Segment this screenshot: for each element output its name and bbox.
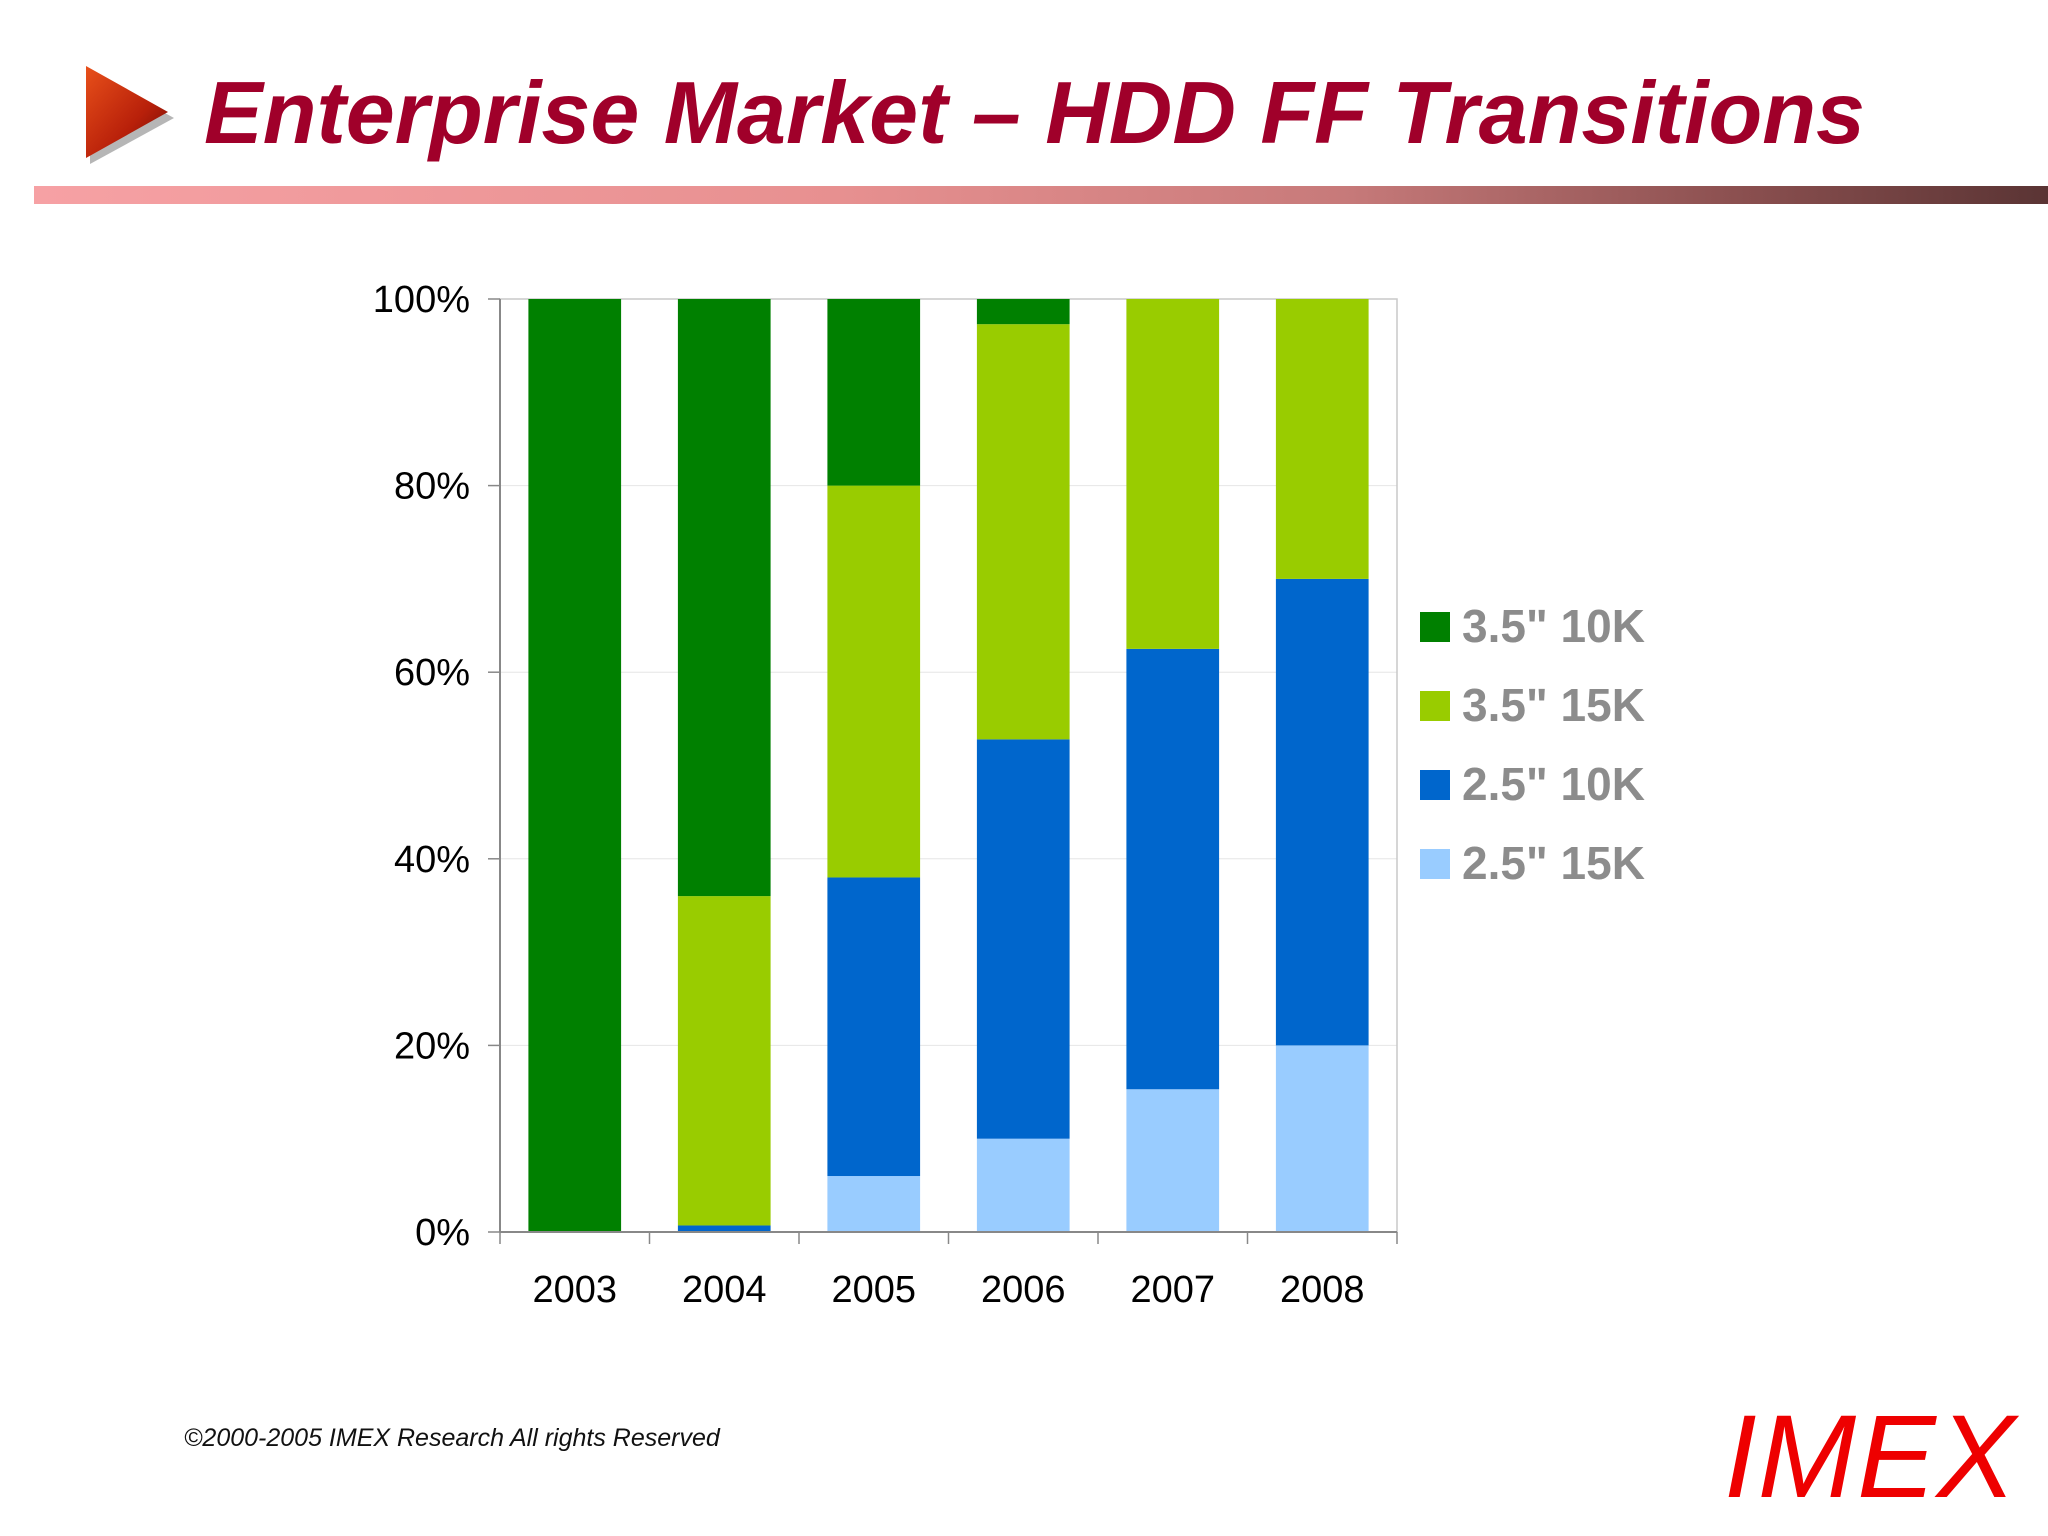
- legend-swatch: [1420, 770, 1450, 800]
- y-tick-label: 40%: [394, 839, 470, 881]
- bar-2006-2-5-10k: [976, 739, 1070, 1139]
- x-tick-label: 2007: [1130, 1269, 1215, 1311]
- legend-label: 2.5" 10K: [1462, 758, 1645, 810]
- bar-2007-2-5-10k: [1126, 648, 1220, 1090]
- bar-2007-3-5-15k: [1126, 299, 1220, 649]
- legend-swatch: [1420, 691, 1450, 721]
- bar-2005-2-5-15k: [827, 1176, 921, 1232]
- plot-area-border: [499, 298, 1398, 1233]
- bar-2004-2-5-10k: [677, 1225, 771, 1232]
- x-tick-label: 2006: [981, 1269, 1066, 1311]
- legend-swatch: [1420, 849, 1450, 879]
- slide-title: Enterprise Market – HDD FF Transitions: [204, 63, 1865, 162]
- y-tick-label: 60%: [394, 652, 470, 694]
- y-tick-label: 20%: [394, 1025, 470, 1067]
- bar-2005-3-5-15k: [827, 485, 921, 878]
- bar-2008-2-5-15k: [1275, 1045, 1369, 1232]
- bar-2008-3-5-15k: [1275, 299, 1369, 579]
- imex-logo: IMEX: [1724, 1391, 2017, 1523]
- play-arrow-icon: [86, 66, 174, 164]
- bar-2006-3-5-15k: [976, 324, 1070, 740]
- title-divider: [34, 186, 2048, 204]
- bar-2003-3-5-10k: [528, 299, 622, 1232]
- bar-2008-2-5-10k: [1275, 578, 1369, 1046]
- y-tick-label: 100%: [373, 279, 470, 321]
- x-tick-label: 2005: [831, 1269, 916, 1311]
- copyright-text: ©2000-2005 IMEX Research All rights Rese…: [184, 1424, 720, 1452]
- x-tick-label: 2003: [532, 1269, 617, 1311]
- bar-2005-3-5-10k: [827, 299, 921, 486]
- x-tick-label: 2004: [682, 1269, 767, 1311]
- bar-2006-3-5-10k: [976, 299, 1070, 325]
- legend-label: 2.5" 15K: [1462, 837, 1645, 889]
- x-tick-label: 2008: [1280, 1269, 1365, 1311]
- legend-label: 3.5" 10K: [1462, 600, 1645, 652]
- y-tick-label: 0%: [415, 1212, 470, 1254]
- bar-2006-2-5-15k: [976, 1138, 1070, 1232]
- y-tick-label: 80%: [394, 466, 470, 508]
- bar-2004-3-5-15k: [677, 896, 771, 1226]
- legend-swatch: [1420, 612, 1450, 642]
- bar-2004-3-5-10k: [677, 299, 771, 897]
- bar-2005-2-5-10k: [827, 877, 921, 1177]
- bar-2007-2-5-15k: [1126, 1089, 1220, 1232]
- legend-label: 3.5" 15K: [1462, 679, 1645, 731]
